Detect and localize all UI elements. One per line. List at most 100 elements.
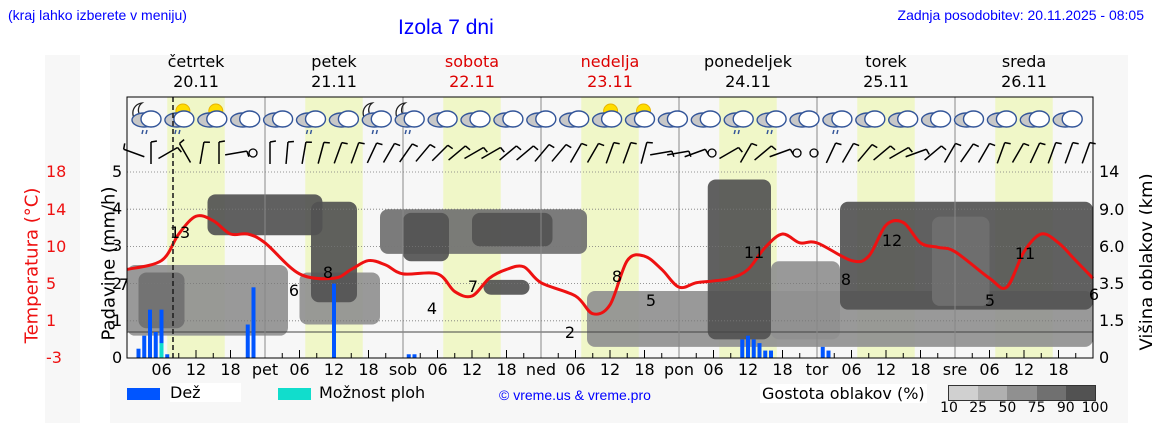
wind-barb-icon bbox=[150, 140, 158, 164]
moon-rain-icon bbox=[131, 102, 162, 135]
cloud-icon bbox=[1052, 110, 1083, 128]
density-swatch bbox=[949, 386, 979, 400]
density-tick: 10 bbox=[940, 400, 958, 416]
x-tick: 12 bbox=[323, 360, 345, 379]
x-tick: 12 bbox=[185, 360, 207, 379]
pr-tick: 0 bbox=[112, 348, 123, 367]
moon-rain-icon bbox=[361, 102, 392, 135]
moon-rain-icon bbox=[394, 102, 425, 135]
temp-tick: -3 bbox=[46, 348, 62, 367]
calm-wind-icon bbox=[248, 148, 258, 158]
cloud-icon bbox=[559, 110, 590, 128]
wind-barb-icon bbox=[977, 142, 996, 163]
cloud-icon bbox=[920, 110, 952, 128]
wind-barb-icon bbox=[605, 141, 620, 164]
density-tick: 25 bbox=[969, 400, 988, 416]
x-tick: 18 bbox=[772, 360, 793, 379]
cloud-icon bbox=[427, 110, 458, 128]
day-header: nedelja 23.11 bbox=[540, 52, 680, 92]
wind-barb-icon bbox=[841, 142, 860, 163]
wind-barb-icon bbox=[1011, 142, 1030, 163]
density-tick: 50 bbox=[998, 400, 1017, 416]
location-hint-link[interactable]: (kraj lahko izberete v meniju) bbox=[8, 7, 187, 23]
x-tick: sob bbox=[388, 360, 418, 379]
wind-barb-icon bbox=[499, 145, 522, 161]
wind-barb-icon bbox=[350, 141, 365, 164]
density-tick: 75 bbox=[1027, 400, 1046, 416]
day-date: 22.11 bbox=[449, 72, 495, 91]
wind-barb-icon bbox=[551, 143, 572, 162]
pr-tick: 5 bbox=[112, 162, 123, 181]
x-tick: tor bbox=[805, 360, 829, 379]
x-tick: sre bbox=[942, 360, 968, 379]
temp-value-label: 8 bbox=[841, 270, 851, 289]
wind-barb-icon bbox=[1029, 142, 1046, 164]
wind-barb-icon bbox=[448, 145, 471, 161]
day-date: 24.11 bbox=[725, 72, 771, 91]
x-tick: 18 bbox=[496, 360, 517, 379]
temp-tick: 10 bbox=[46, 237, 67, 256]
day-name: sreda bbox=[1001, 52, 1047, 71]
cloud-icon bbox=[493, 110, 524, 128]
day-date: 26.11 bbox=[1001, 72, 1047, 91]
plot-frame bbox=[126, 96, 1094, 359]
wind-barbs-row bbox=[122, 139, 1096, 165]
density-tick: 100 bbox=[1081, 400, 1109, 416]
day-date: 25.11 bbox=[863, 72, 909, 91]
day-name: sobota bbox=[444, 52, 500, 71]
page-title: Izola 7 dni bbox=[398, 16, 494, 39]
wind-barb-icon bbox=[825, 142, 842, 164]
temp-value-label: 11 bbox=[744, 243, 764, 262]
day-name: nedelja bbox=[580, 52, 640, 71]
temp-value-label: 7 bbox=[468, 277, 478, 296]
weather-icons-row bbox=[131, 102, 1083, 135]
wind-barb-icon bbox=[516, 145, 539, 161]
wind-barb-icon bbox=[366, 142, 383, 164]
x-tick: 18 bbox=[220, 360, 241, 379]
wind-barb-icon bbox=[285, 140, 295, 165]
temp-tick: 5 bbox=[46, 274, 57, 293]
cloud-rain-icon bbox=[756, 110, 787, 135]
cloud-icon bbox=[855, 110, 886, 128]
sun-cloud-rain-icon bbox=[164, 103, 195, 135]
temp-tick: 1 bbox=[46, 311, 57, 330]
x-tick: 12 bbox=[875, 360, 897, 379]
wind-barb-icon bbox=[640, 141, 653, 164]
wind-barb-icon bbox=[333, 141, 348, 164]
wind-barb-icon bbox=[382, 142, 401, 163]
cloud-icon bbox=[262, 110, 294, 128]
sun-cloud-icon bbox=[624, 103, 656, 128]
day-header: sobota 22.11 bbox=[402, 52, 542, 92]
rain-legend-label: Dež bbox=[170, 383, 241, 402]
density-swatch bbox=[1036, 386, 1066, 400]
cloud-rain-icon bbox=[723, 110, 754, 135]
wind-barb-icon bbox=[873, 145, 896, 161]
pr-tick: 1 bbox=[112, 310, 123, 330]
wind-barb-icon bbox=[622, 141, 637, 164]
copyright-link[interactable]: © vreme.us & vreme.pro bbox=[499, 387, 651, 403]
wind-barb-icon bbox=[924, 145, 947, 161]
day-date: 20.11 bbox=[173, 72, 219, 91]
x-tick: 06 bbox=[979, 360, 1000, 379]
wind-barb-icon bbox=[857, 143, 878, 162]
calm-wind-icon bbox=[792, 148, 802, 158]
cloud-icon bbox=[526, 110, 557, 128]
cloud-icon bbox=[986, 110, 1018, 128]
cloud-icon bbox=[229, 110, 261, 128]
temp-value-label: 13 bbox=[170, 223, 190, 242]
pr-tick: 4 bbox=[112, 199, 123, 219]
rain-legend-swatch bbox=[127, 388, 160, 400]
cloud-density-scale bbox=[948, 385, 1096, 401]
cloud-icon bbox=[953, 110, 985, 128]
x-tick: 06 bbox=[703, 360, 724, 379]
cloud-icon bbox=[789, 110, 820, 128]
sun-cloud-icon bbox=[197, 103, 228, 128]
day-date: 23.11 bbox=[587, 72, 633, 91]
temp-value-label: 7 bbox=[119, 275, 129, 294]
wind-barb-icon bbox=[534, 143, 555, 162]
day-name: torek bbox=[865, 52, 907, 71]
cloud-icon bbox=[690, 110, 721, 128]
wind-barb-icon bbox=[719, 146, 743, 160]
day-name: ponedeljek bbox=[704, 52, 792, 71]
cl-tick: 9.0 bbox=[1099, 200, 1125, 219]
